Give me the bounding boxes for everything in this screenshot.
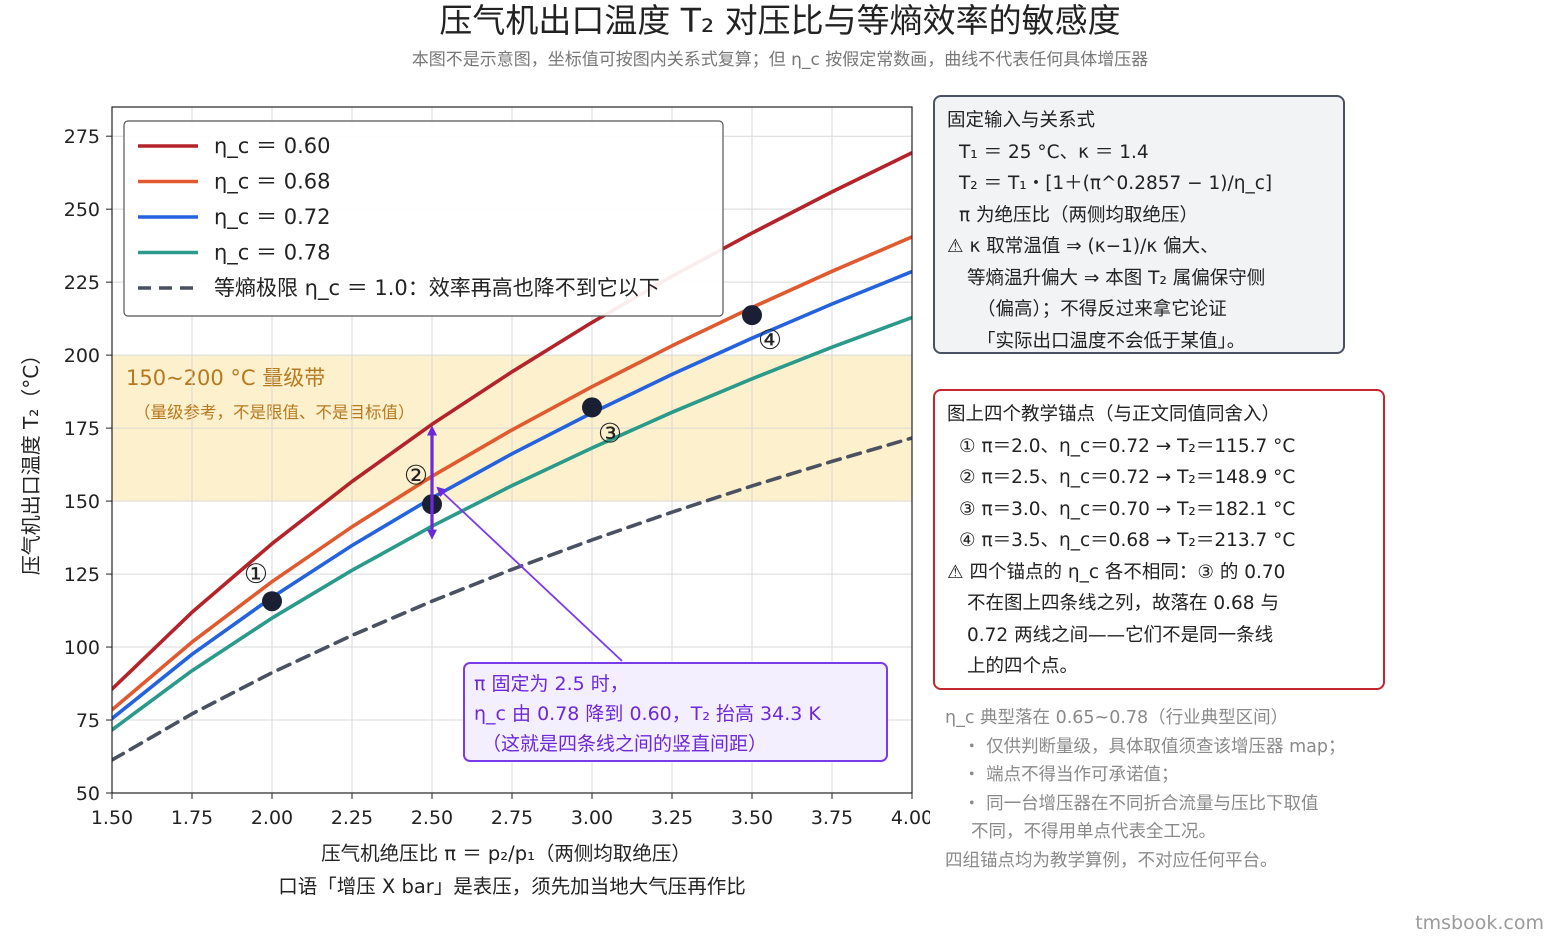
x-tick-label: 3.75	[811, 807, 853, 829]
legend-label: η_c ＝ 0.78	[214, 241, 330, 266]
y-tick-label: 50	[76, 783, 100, 805]
legend-label: η_c ＝ 0.72	[214, 205, 330, 230]
anchor-label: ②	[404, 460, 428, 491]
y-tick-label: 150	[64, 491, 100, 513]
x-tick-label: 2.25	[331, 807, 373, 829]
series-line	[112, 151, 912, 691]
inputs-box-line: （偏高）；不得反过来拿它论证	[977, 299, 1227, 320]
x-tick-label: 2.00	[251, 807, 293, 829]
y-tick-label: 100	[64, 637, 100, 659]
callout-line: （这就是四条线之间的竖直间距）	[482, 733, 767, 755]
notes: η_c 典型落在 0.65~0.78（行业典型区间） ・ 仅供判断量级，具体取值…	[945, 704, 1346, 875]
inputs-box-warning: ⚠ κ 取常温值 ⇒ (κ−1)/κ 偏大、	[947, 236, 1219, 257]
legend-label: η_c ＝ 0.60	[214, 134, 330, 159]
inputs-box-line: π 为绝压比（两侧均取绝压）	[959, 204, 1199, 226]
notes-line: 四组锚点均为教学算例，不对应任何平台。	[945, 850, 1278, 871]
legend-label: η_c ＝ 0.68	[214, 170, 330, 195]
y-axis-label: 压气机出口温度 T₂（°C）	[19, 345, 43, 576]
inputs-box-line: 「实际出口温度不会低于某值」。	[977, 330, 1246, 352]
anchors-box-item: ① π＝2.0、η_c＝0.72 → T₂＝115.7 °C	[959, 435, 1296, 457]
y-tick-label: 175	[64, 418, 100, 440]
x-tick-label: 4.00	[891, 807, 930, 829]
y-tick-label: 275	[64, 126, 100, 148]
x-tick-label: 1.50	[91, 807, 133, 829]
page-subtitle: 本图不是示意图，坐标值可按图内关系式复算；但 η_c 按假定常数画，曲线不代表任…	[411, 50, 1149, 70]
anchors-box-item: ② π＝2.5、η_c＝0.72 → T₂＝148.9 °C	[959, 467, 1296, 488]
anchor-label: ①	[244, 559, 268, 590]
notes-bullet: ・ 端点不得当作可承诺值；	[963, 765, 1179, 785]
watermark: tmsbook.com	[1415, 912, 1544, 934]
x-axis-label: 压气机绝压比 π ＝ p₂/p₁（两侧均取绝压）	[321, 842, 691, 865]
anchors-box-heading: 图上四个教学锚点（与正文同值同舍入）	[947, 404, 1281, 425]
legend-label: 等熵极限 η_c ＝ 1.0：效率再高也降不到它以下	[214, 276, 660, 301]
x-tick-label: 3.50	[731, 807, 773, 829]
callout-box	[463, 662, 888, 762]
legend-box	[123, 120, 724, 317]
series-line	[112, 436, 912, 762]
anchors-box-line: 0.72 两线之间——它们不是同一条线	[967, 624, 1274, 646]
callout-line: η_c 由 0.78 降到 0.60，T₂ 抬高 34.3 K	[474, 703, 821, 725]
anchors-box-line: 上的四个点。	[967, 656, 1079, 677]
y-tick-label: 225	[64, 272, 100, 294]
anchor-label: ③	[598, 418, 622, 449]
x-tick-label: 2.75	[491, 807, 533, 829]
inputs-box-heading: 固定输入与关系式	[947, 110, 1096, 131]
x-tick-label: 3.00	[571, 807, 613, 829]
series-line	[112, 269, 912, 721]
x-tick-label: 1.75	[171, 807, 213, 829]
chart: 150~200 °C 量级带 （量级参考，不是限值、不是目标值） ① ② ③ ④ 1.5…	[19, 106, 930, 898]
x-axis-sublabel: 口语「增压 X bar」是表压，须先加当地大气压再作比	[278, 875, 746, 898]
anchors-box-item: ③ π＝3.0、η_c＝0.70 → T₂＝182.1 °C	[959, 498, 1296, 520]
callout-leader	[436, 486, 623, 662]
x-tick-label: 2.50	[411, 807, 453, 829]
band-label: 150~200 °C 量级带	[126, 366, 325, 390]
page-title: 压气机出口温度 T₂ 对压比与等熵效率的敏感度	[439, 1, 1121, 40]
notes-bullet: ・ 仅供判断量级，具体取值须查该增压器 map；	[963, 736, 1346, 757]
series-line	[112, 235, 912, 712]
anchor-point	[582, 397, 602, 418]
anchors-box: 图上四个教学锚点（与正文同值同舍入） ① π＝2.0、η_c＝0.72 → T₂…	[933, 389, 1385, 690]
x-tick-label: 3.25	[651, 807, 693, 829]
inputs-box-line: T₁ ＝ 25 °C、κ ＝ 1.4	[959, 141, 1149, 163]
notes-line: η_c 典型落在 0.65~0.78（行业典型区间）	[945, 708, 1289, 728]
band-sublabel: （量级参考，不是限值、不是目标值）	[134, 403, 415, 422]
notes-bullet: ・ 同一台增压器在不同折合流量与压比下取值	[963, 793, 1319, 814]
anchor-label: ④	[758, 325, 782, 356]
anchor-point	[742, 305, 762, 326]
inputs-box: 固定输入与关系式 T₁ ＝ 25 °C、κ ＝ 1.4 T₂ ＝ T₁・[1＋(…	[933, 95, 1345, 354]
notes-line: 不同，不得用单点代表全工况。	[971, 822, 1216, 842]
inputs-box-line: 等熵温升偏大 ⇒ 本图 T₂ 属偏保守侧	[967, 267, 1266, 289]
y-tick-label: 250	[64, 199, 100, 221]
anchors-box-item: ④ π＝3.5、η_c＝0.68 → T₂＝213.7 °C	[959, 530, 1296, 551]
anchors-box-line: 不在图上四条线之列，故落在 0.68 与	[967, 593, 1279, 614]
anchors-box-warning: ⚠ 四个锚点的 η_c 各不相同：③ 的 0.70	[947, 561, 1286, 583]
series-line	[112, 315, 912, 732]
y-tick-label: 75	[76, 710, 100, 732]
callout-line: π 固定为 2.5 时，	[474, 673, 629, 695]
anchor-point	[262, 591, 282, 612]
y-tick-label: 125	[64, 564, 100, 586]
y-tick-label: 200	[64, 345, 100, 367]
inputs-box-line: T₂ ＝ T₁・[1＋(π^0.2857 − 1)/η_c]	[959, 173, 1273, 194]
